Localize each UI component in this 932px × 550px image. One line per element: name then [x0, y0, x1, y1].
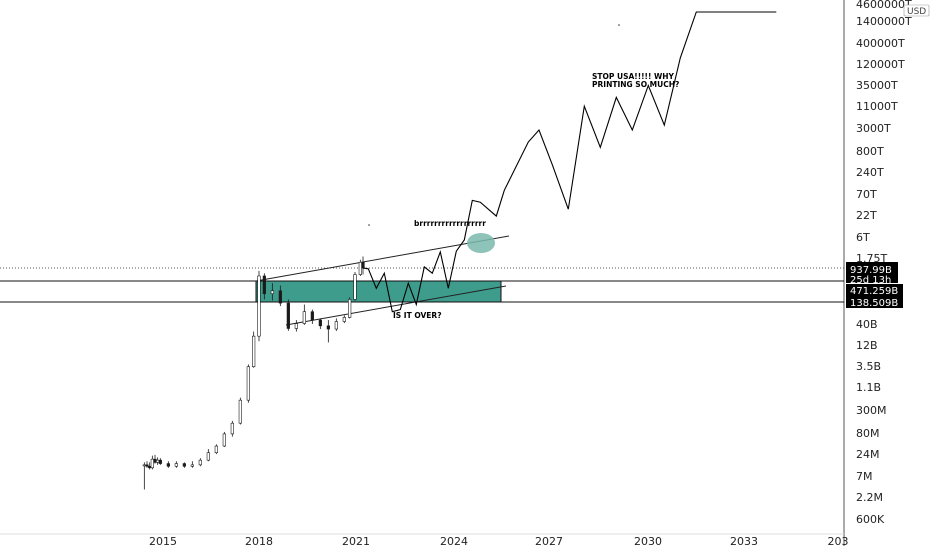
candle-body: [252, 335, 256, 368]
y-tick-label: 600K: [856, 513, 885, 526]
x-tick-label: 2033: [730, 535, 758, 548]
currency-label: USD: [907, 7, 926, 17]
level-tag-lower: [846, 296, 903, 308]
level-tag-upper: [846, 284, 903, 296]
y-tick-label: 11000T: [856, 100, 898, 113]
y-tick-label: 70T: [856, 188, 877, 201]
candle-body: [270, 290, 274, 295]
stray-dot: [618, 24, 620, 26]
y-tick-label: 80M: [856, 427, 880, 440]
candle-body: [246, 366, 250, 401]
candle-body: [361, 261, 365, 269]
candle-body: [156, 459, 160, 463]
x-tick-label: 2030: [634, 535, 662, 548]
candle-body: [342, 317, 346, 322]
breakout-circle[interactable]: [467, 233, 495, 253]
y-tick-label: 6T: [856, 231, 870, 244]
channel-upper-line[interactable]: [255, 235, 510, 282]
candle-body: [198, 459, 202, 466]
y-tick-label: 24M: [856, 448, 880, 461]
candle-body: [358, 261, 362, 275]
candle-body: [190, 464, 194, 467]
candle-body: [326, 325, 330, 330]
candle-body: [230, 422, 234, 435]
currency-box[interactable]: [903, 4, 930, 17]
annotation-printing: brrrrrrrrrrrrrrrrrr: [414, 219, 486, 228]
y-tick-label: 35000T: [856, 79, 898, 92]
candle-body: [348, 299, 352, 318]
candle-body: [148, 465, 152, 469]
y-tick-label: 300M: [856, 404, 887, 417]
candle-body: [142, 464, 146, 467]
y-axis-ticks: 4600000T 1400000T 400000T 120000T 35000T 1100…: [856, 0, 912, 526]
annotation-stop-line2: PRINTING SO MUCH?: [592, 80, 679, 89]
y-tick-label: 12B: [856, 339, 878, 352]
x-tick-label: 2021: [342, 535, 370, 548]
current-price-tag: [846, 262, 898, 283]
level-tag-upper-value: 471.259B: [850, 286, 898, 297]
current-price-tag-value: 937.99B: [850, 265, 892, 276]
accumulation-zone[interactable]: [255, 280, 502, 303]
candle-body: [214, 445, 218, 454]
candle-body: [310, 311, 314, 321]
y-tick-label: 40B: [856, 318, 878, 331]
x-tick-label: 203: [828, 535, 849, 548]
x-tick-label: 2015: [149, 535, 177, 548]
candle-body: [353, 274, 357, 300]
y-tick-label: 7M: [856, 470, 873, 483]
candle-body: [150, 458, 154, 469]
candle-body: [294, 323, 298, 329]
candle-body: [166, 463, 170, 467]
y-tick-label: 1.1B: [856, 381, 881, 394]
candle-body: [182, 463, 186, 467]
channel-lower-line[interactable]: [285, 285, 507, 326]
candle-body: [318, 319, 322, 327]
candle-body: [334, 321, 338, 330]
candle-body: [153, 458, 157, 463]
candle-body: [206, 452, 210, 461]
y-tick-label: 1400000T: [856, 15, 912, 28]
x-tick-label: 2024: [440, 535, 468, 548]
x-tick-label: 2027: [535, 535, 563, 548]
candle-body: [158, 459, 162, 464]
y-tick-label: 120000T: [856, 58, 905, 71]
x-tick-label: 2018: [245, 535, 273, 548]
annotation-stop-line1: STOP USA!!!!! WHY: [592, 72, 675, 81]
y-tick-label: 22T: [856, 209, 877, 222]
y-tick-label: 3.5B: [856, 360, 881, 373]
candle-body: [262, 275, 266, 295]
annotation-question: IS IT OVER?: [393, 311, 442, 320]
y-tick-label: 1.75T: [856, 252, 887, 265]
candle-body: [222, 433, 226, 447]
y-tick-label: 240T: [856, 166, 884, 179]
y-tick-label: 3000T: [856, 122, 891, 135]
candle-body: [238, 399, 242, 424]
candle-body: [145, 464, 149, 467]
level-tag-lower-value: 138.509B: [850, 298, 898, 309]
candle-body: [278, 290, 282, 304]
candle-body: [286, 302, 290, 329]
y-tick-label: 800T: [856, 145, 884, 158]
y-tick-label: 400000T: [856, 37, 905, 50]
candle-body: [257, 275, 261, 337]
y-tick-label: 4600000T: [856, 0, 912, 11]
historical-candles: [142, 256, 365, 490]
x-axis-ticks: 2015 2018 2021 2024 2027 2030 2033 203: [149, 535, 849, 548]
stray-dot: [368, 224, 370, 226]
candle-countdown: 25d 13h: [850, 275, 891, 286]
projection-path: [362, 11, 777, 313]
y-tick-label: 2.2M: [856, 491, 883, 504]
candle-body: [174, 463, 178, 467]
candle-body: [302, 311, 306, 324]
